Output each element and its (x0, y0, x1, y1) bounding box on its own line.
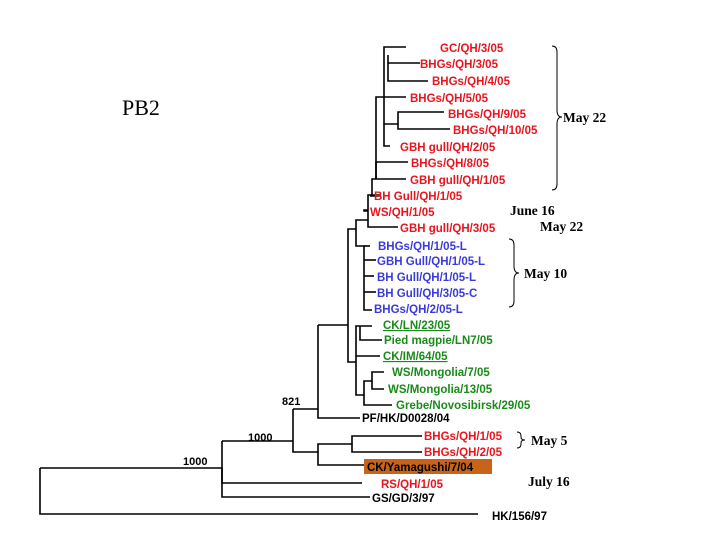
leaf-label: WS/QH/1/05 (370, 207, 435, 219)
clade-braces (508, 45, 563, 449)
leaf-label: CK/Yamagushi/7/04 (367, 462, 474, 474)
leaf-label: BHGs/QH/4/05 (432, 76, 511, 88)
branch-red-mid (371, 178, 376, 195)
leaf-label: BHGs/QH/2/05-L (374, 304, 463, 316)
branch-gbh-gull-2 (383, 124, 390, 147)
leaf-label: HK/156/97 (492, 511, 547, 523)
branch-bhgs-qh-4 (387, 63, 428, 82)
leaf-label: GBH gull/QH/3/05 (400, 223, 496, 235)
branch-pied-magpie (359, 326, 382, 341)
leaf-label: GBH gull/QH/2/05 (400, 142, 496, 154)
leaf-label: BH Gull/QH/3/05-C (377, 288, 477, 300)
leaf-label: BH Gull/QH/1/05 (374, 191, 463, 203)
brace-may5 (516, 431, 526, 449)
date-label: May 10 (524, 266, 567, 281)
branch-ws-mongolia-13 (371, 381, 384, 390)
branch-backbone-up (347, 228, 356, 325)
leaf-label: WS/Mongolia/7/05 (392, 367, 490, 379)
branch-backbone-down (347, 325, 356, 363)
branch-node-1000-upper (292, 409, 318, 453)
brace-may10 (508, 238, 520, 308)
date-annotations: May 22 June 16 May 22 May 10 May 5 July … (510, 110, 606, 489)
leaf-label: BHGs/QH/9/05 (448, 109, 527, 121)
leaf-label: GBH gull/QH/1/05 (410, 175, 506, 187)
figure-title: PB2 (122, 95, 160, 120)
leaf-label: GBH Gull/QH/1/05-L (377, 256, 485, 268)
branch-node-1000-lower (221, 441, 362, 484)
leaf-label: CK/IM/64/05 (383, 351, 448, 363)
bootstrap-label: 1000 (183, 456, 207, 468)
leaf-label: BHGs/QH/1/05-L (378, 241, 467, 253)
leaf-label: BHGs/QH/10/05 (453, 125, 538, 137)
bootstrap-label: 1000 (248, 432, 272, 444)
leaf-label: BH Gull/QH/1/05-L (377, 272, 476, 284)
leaf-label: RS/QH/1/05 (381, 479, 444, 491)
leaf-label: BHGs/QH/3/05 (420, 59, 499, 71)
bootstrap-label: 821 (282, 396, 300, 408)
leaf-label: GS/GD/3/97 (372, 493, 435, 505)
leaf-label: CK/LN/23/05 (383, 320, 451, 332)
branch-gc-qh-3 (383, 46, 406, 97)
branch-bh-gull-qh-1 (370, 194, 381, 197)
leaf-labels: GC/QH/3/05 BHGs/QH/3/05 BHGs/QH/4/05 BHG… (362, 43, 547, 523)
branch-green-top (355, 325, 372, 362)
branch-bhgs-qh-1 (317, 435, 422, 452)
branch-red-upper (375, 96, 384, 179)
leaf-label: GC/QH/3/05 (440, 43, 504, 55)
branch-bhgs-qh-8 (375, 161, 408, 179)
date-label: July 16 (528, 474, 570, 489)
brace-may22 (551, 45, 563, 191)
branch-gbh-gull-3 (355, 219, 398, 229)
leaf-label: BHGs/QH/2/05 (424, 447, 503, 459)
branch-bhgs-qh-2 (351, 444, 422, 453)
leaf-label: Pied magpie/LN7/05 (384, 335, 493, 347)
branch-bhgs-qh-3 (387, 55, 420, 64)
branch-root (39, 468, 478, 515)
branch-bhgs-qh-10 (397, 124, 450, 130)
date-label: May 22 (540, 219, 583, 234)
branch-ws-qh-1 (363, 194, 372, 220)
branch-yamagushi (317, 452, 366, 466)
leaf-label: BHGs/QH/5/05 (410, 93, 489, 105)
bootstrap-values: 821 1000 1000 (183, 396, 300, 468)
branch-grebe (363, 395, 392, 406)
branch-ws-mongolia-7 (355, 362, 384, 396)
leaf-label: Grebe/Novosibirsk/29/05 (396, 400, 531, 412)
tree-branches (39, 46, 478, 515)
leaf-label: PF/HK/D0028/04 (362, 413, 450, 425)
leaf-label: BHGs/QH/1/05 (424, 431, 503, 443)
date-label: June 16 (510, 203, 555, 218)
leaf-label: WS/Mongolia/13/05 (388, 384, 493, 396)
branch-bhgs-qh-2-l (355, 229, 372, 311)
branch-pf-hk (317, 325, 360, 419)
date-label: May 5 (531, 433, 568, 448)
leaf-label: BHGs/QH/8/05 (411, 158, 490, 170)
highlight-box (364, 459, 492, 474)
date-label: May 22 (563, 110, 606, 125)
